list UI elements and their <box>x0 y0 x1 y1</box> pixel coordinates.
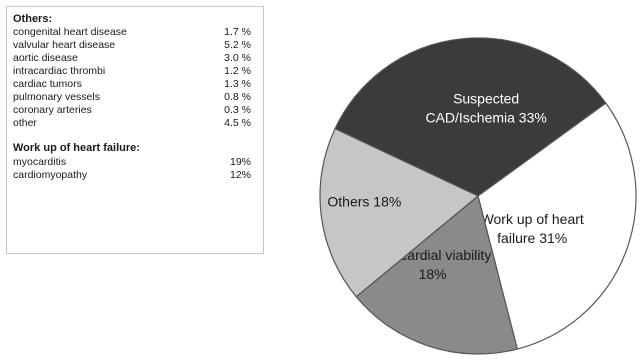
slice-label-line: CAD/Ischemia 33% <box>425 109 546 125</box>
slice-label-line: Suspected <box>453 90 519 106</box>
row-name: cardiomyopathy <box>13 169 88 181</box>
heart-failure-title: Work up of heart failure: <box>13 142 140 154</box>
slice-label-line: Others 18% <box>327 193 401 209</box>
legend-box: Others: congenital heart disease 1.7 % v… <box>6 6 264 254</box>
row-value: 1.3 % <box>224 78 251 90</box>
row-name: aortic disease <box>13 52 78 64</box>
slice-label-line: failure 31% <box>497 230 567 246</box>
pie-slice <box>334 37 607 197</box>
others-title: Others: <box>13 13 53 25</box>
row-name: cardiac tumors <box>13 78 82 90</box>
row-name: pulmonary vessels <box>13 91 100 103</box>
slice-label: Others 18% <box>327 193 401 209</box>
row-name: intracardiac thrombi <box>13 65 106 77</box>
row-value: 5.2 % <box>224 39 251 51</box>
row-value: 19% <box>229 156 251 168</box>
slice-label-line: Work up of heart <box>481 211 584 227</box>
row-name: other <box>13 117 37 129</box>
row-name: congenital heart disease <box>13 26 127 38</box>
pie-slice <box>477 102 637 350</box>
row-name: myocarditis <box>13 156 67 168</box>
row-value: 12% <box>229 169 251 181</box>
row-name: valvular heart disease <box>13 39 116 51</box>
row-value: 1.7 % <box>224 26 251 38</box>
row-value: 0.3 % <box>224 104 251 116</box>
slice-label: Work up of heart failure 31% <box>481 211 584 246</box>
row-name: coronary arteries <box>13 104 92 116</box>
slice-label: Suspected CAD/Ischemia 33% <box>425 90 546 125</box>
row-value: 0.8 % <box>224 91 251 103</box>
row-value: 3.0 % <box>224 52 251 64</box>
pie-slice <box>319 127 480 298</box>
row-value: 1.2 % <box>224 65 251 77</box>
slice-label-line: 18% <box>419 266 447 282</box>
row-value: 4.5 % <box>224 117 251 129</box>
pie-slice <box>355 194 519 355</box>
